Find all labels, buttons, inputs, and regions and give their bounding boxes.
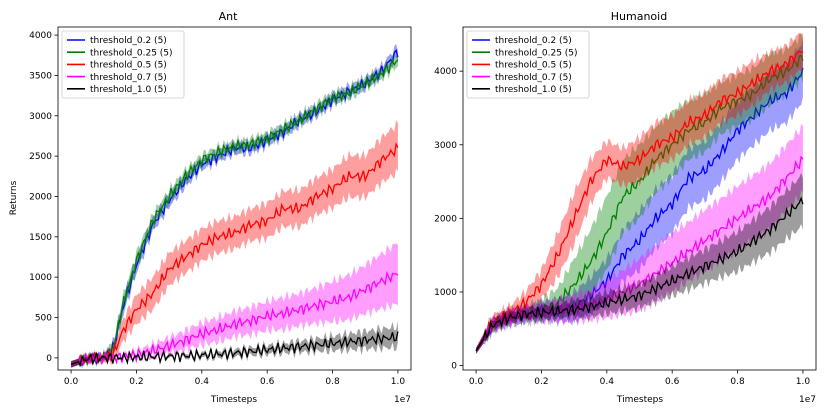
chart-ant: Ant Timesteps 1e7 Returns 0.0 0.2 0.4 0.6 0.… xyxy=(9,10,412,405)
x-tick-label: 1.0 xyxy=(796,377,811,387)
y-tick-label: 3000 xyxy=(29,112,52,122)
x-multiplier-label: 1e7 xyxy=(394,395,411,405)
series-band xyxy=(71,243,398,368)
series-band xyxy=(476,32,803,354)
y-tick-label: 0 xyxy=(451,362,457,372)
series-band xyxy=(71,120,398,368)
series-line xyxy=(475,196,804,352)
y-axis-label: Returns xyxy=(9,180,19,215)
legend-label: threshold_0.25 (5) xyxy=(90,48,173,58)
legend-label: threshold_0.2 (5) xyxy=(495,36,572,46)
series-band xyxy=(476,33,803,354)
legend-label: threshold_0.5 (5) xyxy=(90,61,167,71)
y-tick-label: 3000 xyxy=(434,141,457,151)
series-line xyxy=(475,50,804,352)
axes-frame xyxy=(57,26,412,371)
x-tick-label: 0.2 xyxy=(534,377,548,387)
x-tick-label: 0.8 xyxy=(325,377,340,387)
chart-humanoid: Humanoid Timesteps 1e7 0.0 0.2 0.4 0.6 0.8 1.… xyxy=(434,10,817,405)
axes-frame xyxy=(462,26,817,371)
x-tick-label: 0.0 xyxy=(64,377,79,387)
legend-box xyxy=(61,30,185,99)
chart-title: Humanoid xyxy=(611,10,667,23)
legend: threshold_0.2 (5) threshold_0.25 (5) thres… xyxy=(466,30,590,99)
y-tick-label: 2500 xyxy=(29,152,52,162)
plot-area xyxy=(475,32,804,354)
legend-label: threshold_0.25 (5) xyxy=(495,48,578,58)
legend-label: threshold_0.5 (5) xyxy=(495,61,572,71)
x-tick-label: 0.6 xyxy=(260,377,275,387)
y-tick-label: 4000 xyxy=(29,31,52,41)
x-tick-label: 0.0 xyxy=(469,377,484,387)
y-tick-label: 2000 xyxy=(29,192,52,202)
y-tick-label: 1000 xyxy=(434,288,457,298)
x-tick-label: 0.4 xyxy=(600,377,615,387)
series-line xyxy=(475,54,804,352)
series-band xyxy=(71,53,398,368)
x-tick-label: 0.4 xyxy=(195,377,210,387)
x-tick-label: 0.6 xyxy=(665,377,680,387)
x-axis-label: Timesteps xyxy=(616,395,663,405)
legend-label: threshold_0.2 (5) xyxy=(90,36,167,46)
legend-label: threshold_1.0 (5) xyxy=(495,85,572,95)
legend: threshold_0.2 (5) threshold_0.25 (5) thres… xyxy=(61,30,185,99)
series-line xyxy=(475,155,804,352)
legend-box xyxy=(466,30,590,99)
x-multiplier-label: 1e7 xyxy=(799,395,816,405)
series-line xyxy=(70,59,399,366)
y-tick-label: 1500 xyxy=(29,233,52,243)
plot-area xyxy=(70,43,399,369)
series-band xyxy=(476,123,803,354)
tick-layer: 0.0 0.2 0.4 0.6 0.8 1.0 0 1000 2000 3000 4000 xyxy=(434,67,810,387)
series-line xyxy=(70,330,399,368)
series-band xyxy=(71,321,398,368)
x-tick-label: 0.8 xyxy=(730,377,745,387)
legend-label: threshold_0.7 (5) xyxy=(495,73,572,83)
legend-label: threshold_1.0 (5) xyxy=(90,85,167,95)
y-tick-label: 1000 xyxy=(29,273,52,283)
y-tick-label: 2000 xyxy=(434,214,457,224)
x-tick-label: 1.0 xyxy=(391,377,406,387)
y-tick-label: 0 xyxy=(46,354,52,364)
x-tick-label: 0.2 xyxy=(129,377,143,387)
chart-title: Ant xyxy=(219,10,238,23)
series-line xyxy=(70,142,399,366)
legend-label: threshold_0.7 (5) xyxy=(90,73,167,83)
y-tick-label: 4000 xyxy=(434,67,457,77)
y-tick-label: 3500 xyxy=(29,71,52,81)
series-line xyxy=(70,270,399,366)
series-band xyxy=(476,172,803,354)
y-tick-label: 500 xyxy=(35,314,52,324)
tick-layer: 0.0 0.2 0.4 0.6 0.8 1.0 0 500 1000 1500 2000 2500 30… xyxy=(29,31,405,387)
x-axis-label: Timesteps xyxy=(210,395,257,405)
